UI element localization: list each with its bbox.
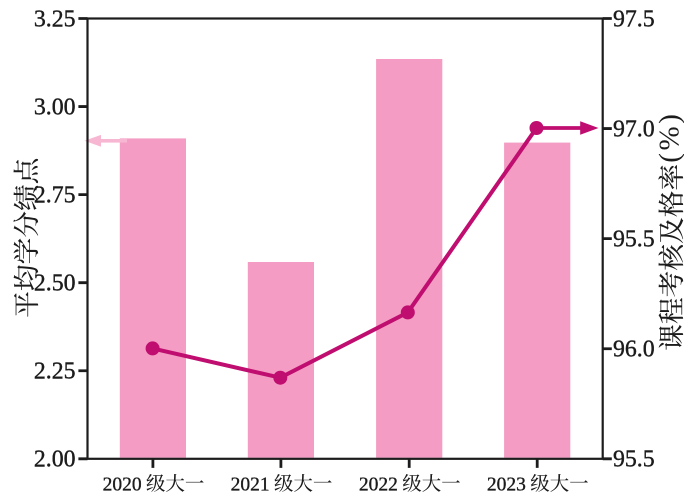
svg-text:97.5: 97.5 xyxy=(613,6,655,32)
svg-text:96.0: 96.0 xyxy=(613,337,655,363)
svg-text:2.50: 2.50 xyxy=(34,271,76,297)
svg-text:2.00: 2.00 xyxy=(34,447,76,473)
svg-text:2021: 2021 xyxy=(231,474,270,495)
svg-text:3.00: 3.00 xyxy=(34,95,76,121)
svg-text:97.0: 97.0 xyxy=(613,117,655,143)
svg-text:95.5: 95.5 xyxy=(613,227,655,253)
svg-text:2023: 2023 xyxy=(487,474,526,495)
svg-text:(%): (%) xyxy=(654,112,684,163)
svg-text:2.25: 2.25 xyxy=(34,359,76,385)
svg-text:2022: 2022 xyxy=(359,474,398,495)
svg-text:2020: 2020 xyxy=(103,474,142,495)
svg-text:3.25: 3.25 xyxy=(34,6,76,32)
svg-text:2.75: 2.75 xyxy=(34,183,76,209)
svg-text:95.5: 95.5 xyxy=(613,447,655,473)
